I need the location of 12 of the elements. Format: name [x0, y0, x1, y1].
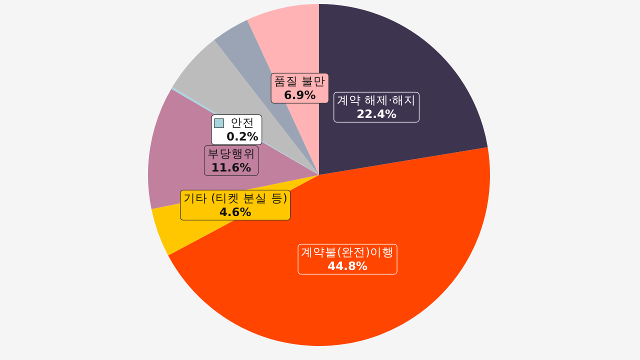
- data-label: 6.9%: [284, 88, 316, 102]
- slice-label: 기타 (티켓 분실 등): [183, 191, 288, 206]
- legend-label: 안전: [230, 116, 254, 130]
- data-label: 44.8%: [328, 259, 368, 274]
- slice-label: 부당행위: [207, 146, 256, 161]
- data-label: 4.6%: [219, 205, 252, 220]
- data-label: 11.6%: [211, 160, 252, 175]
- slice-label: 계약 해제·해지: [336, 93, 416, 108]
- data-label: 0.2%: [226, 130, 259, 144]
- slice-label: 계약불(완전)이행: [301, 245, 394, 260]
- slice-label: 품질 불만: [274, 74, 326, 88]
- data-label: 22.4%: [356, 107, 397, 122]
